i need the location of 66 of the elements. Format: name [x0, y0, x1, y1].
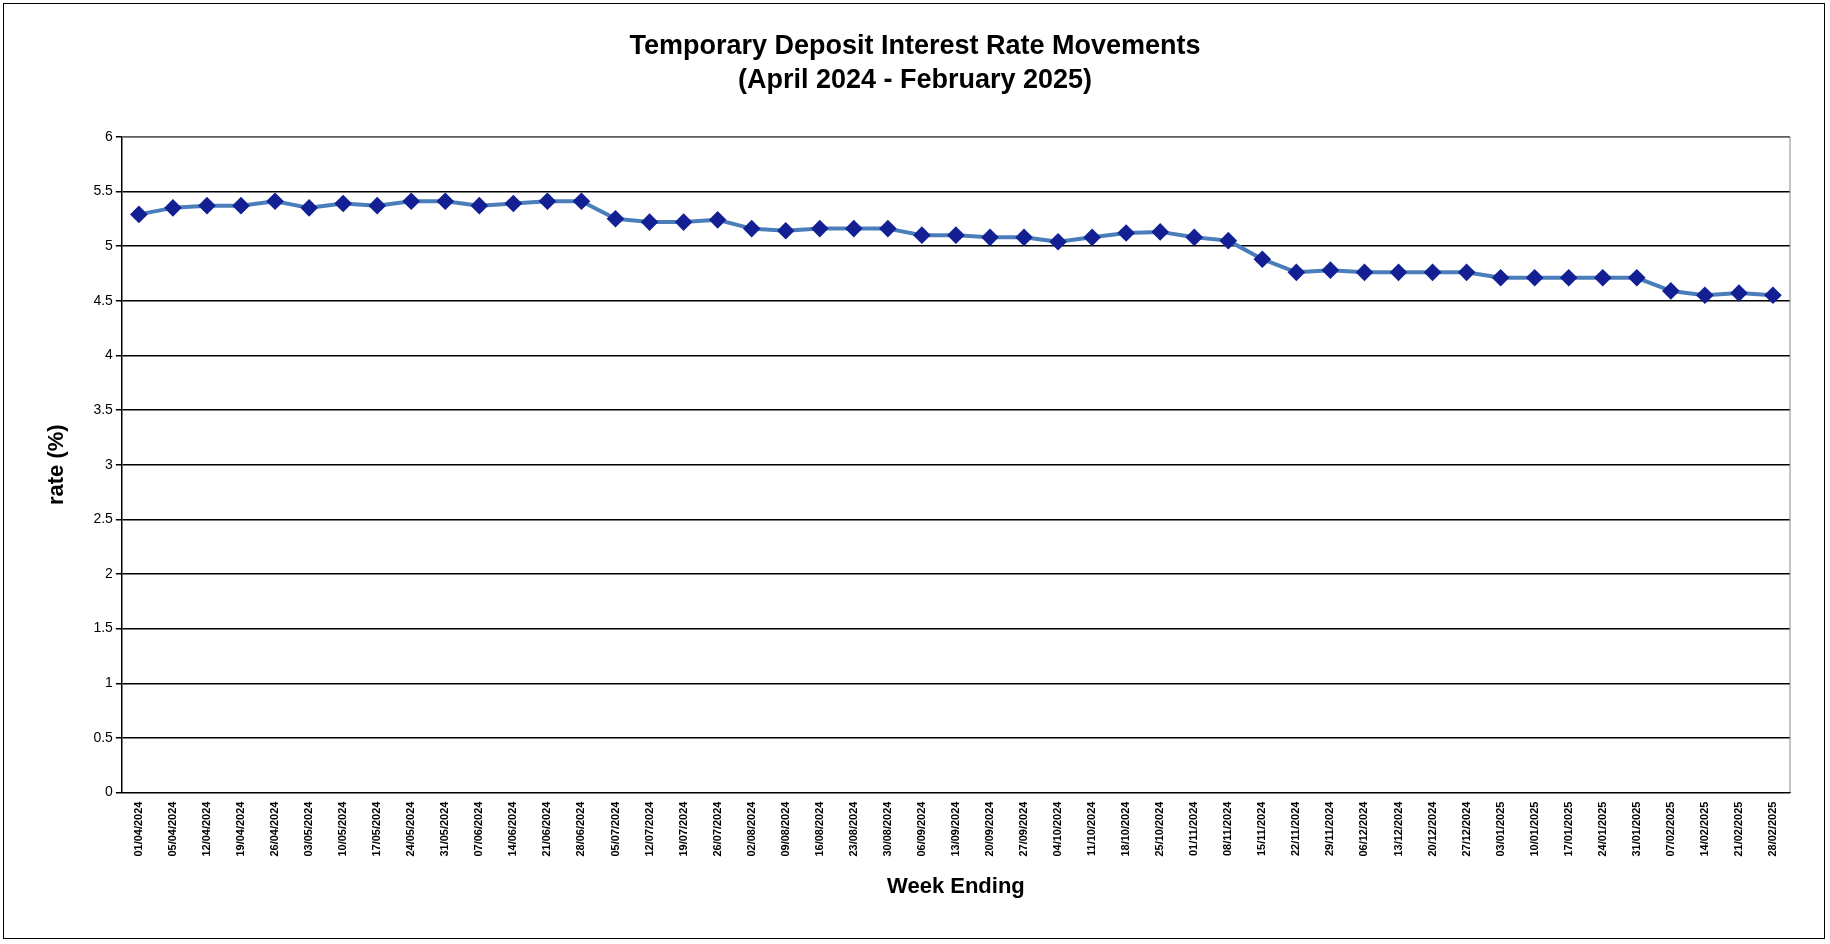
x-tick-label: 07/06/2024	[472, 800, 485, 857]
x-tick-label: 15/11/2024	[1255, 800, 1268, 856]
x-tick-label: 22/11/2024	[1289, 800, 1302, 856]
x-tick-label: 19/07/2024	[676, 800, 689, 857]
x-tick-label: 05/07/2024	[608, 800, 621, 857]
y-tick-label: 0.5	[93, 728, 114, 745]
y-tick-label: 6	[105, 127, 114, 144]
y-tick-label: 1	[105, 674, 114, 691]
x-tick-label: 26/04/2024	[268, 800, 281, 857]
x-tick-label: 18/10/2024	[1119, 800, 1132, 857]
y-tick-label: 2	[105, 564, 114, 581]
x-tick-label: 17/05/2024	[370, 800, 383, 857]
x-tick-label: 05/04/2024	[165, 800, 178, 857]
x-tick-label: 20/09/2024	[983, 800, 996, 857]
x-tick-label: 14/06/2024	[506, 800, 519, 857]
chart-title: Temporary Deposit Interest Rate Movements	[629, 29, 1201, 60]
x-tick-label: 09/08/2024	[778, 800, 791, 857]
y-axis-title: rate (%)	[43, 424, 69, 506]
y-tick-label: 0	[105, 783, 114, 800]
x-tick-label: 01/11/2024	[1187, 800, 1200, 856]
x-tick-label: 17/01/2025	[1561, 801, 1574, 857]
x-tick-label: 02/08/2024	[744, 800, 757, 857]
x-tick-label: 19/04/2024	[234, 800, 247, 857]
x-tick-label: 03/01/2025	[1493, 801, 1506, 857]
x-tick-label: 25/10/2024	[1153, 800, 1166, 857]
x-tick-label: 01/04/2024	[131, 800, 144, 857]
x-tick-label: 16/08/2024	[812, 800, 825, 857]
x-tick-label: 28/06/2024	[574, 800, 587, 857]
y-tick-label: 3	[105, 455, 114, 472]
x-tick-label: 24/01/2025	[1595, 801, 1608, 857]
x-tick-label: 24/05/2024	[404, 800, 417, 857]
x-tick-label: 13/09/2024	[948, 800, 961, 857]
x-tick-label: 30/08/2024	[880, 800, 893, 857]
x-tick-label: 10/05/2024	[336, 800, 349, 857]
x-tick-label: 03/05/2024	[302, 800, 315, 857]
x-tick-label: 26/07/2024	[710, 800, 723, 857]
x-tick-label: 28/02/2025	[1766, 801, 1779, 857]
chart-subtitle: (April 2024 - February 2025)	[737, 64, 1093, 95]
y-tick-label: 4	[105, 346, 114, 363]
x-tick-label: 20/12/2024	[1425, 800, 1438, 857]
x-tick-label: 07/02/2025	[1663, 801, 1676, 857]
x-tick-label: 10/01/2025	[1527, 801, 1540, 857]
y-tick-label: 3.5	[93, 400, 114, 417]
x-tick-label: 21/06/2024	[540, 800, 553, 857]
x-tick-label: 04/10/2024	[1051, 800, 1064, 857]
x-tick-label: 06/09/2024	[914, 800, 927, 857]
x-tick-label: 14/02/2025	[1697, 801, 1710, 857]
y-tick-label: 5.5	[93, 182, 114, 199]
x-tick-label: 23/08/2024	[846, 800, 859, 857]
x-tick-label: 27/09/2024	[1017, 800, 1030, 857]
x-tick-label: 21/02/2025	[1731, 801, 1744, 857]
x-tick-label: 29/11/2024	[1323, 800, 1336, 856]
x-axis-title: Week Ending	[887, 872, 1025, 898]
x-tick-label: 11/10/2024	[1085, 800, 1098, 856]
x-tick-label: 31/01/2025	[1629, 801, 1642, 857]
y-tick-label: 1.5	[93, 619, 114, 636]
x-tick-label: 27/12/2024	[1459, 800, 1472, 857]
x-tick-label: 06/12/2024	[1357, 800, 1370, 857]
x-tick-label: 12/04/2024	[200, 800, 212, 857]
x-tick-label: 31/05/2024	[438, 800, 451, 857]
y-tick-label: 4.5	[93, 291, 114, 308]
x-tick-label: 13/12/2024	[1391, 800, 1404, 857]
y-tick-label: 5	[105, 236, 114, 253]
x-tick-label: 12/07/2024	[642, 800, 655, 857]
y-tick-label: 2.5	[93, 510, 114, 527]
x-tick-label: 08/11/2024	[1221, 800, 1234, 856]
